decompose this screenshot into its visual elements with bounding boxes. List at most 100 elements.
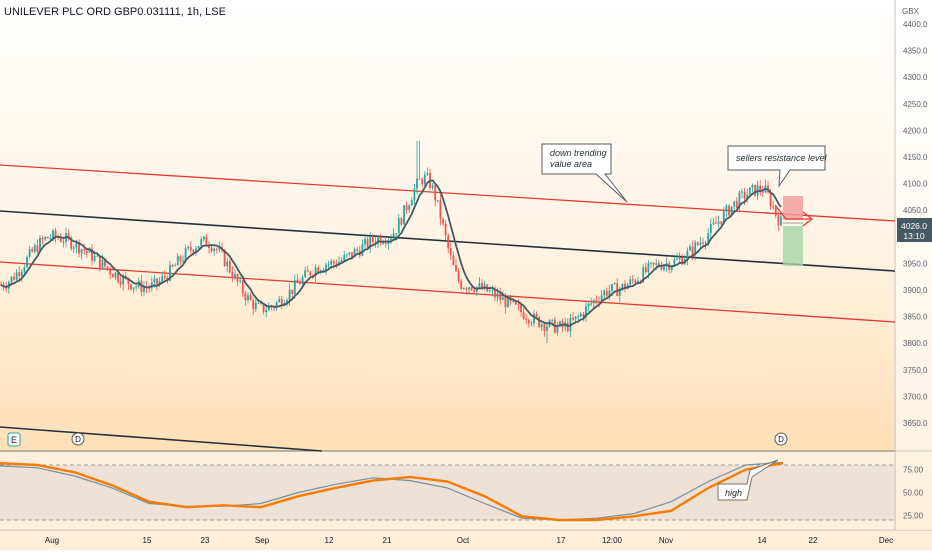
- osc-high-callout-text: high: [725, 488, 742, 498]
- candle-body: [397, 218, 400, 234]
- candle-body: [538, 316, 541, 328]
- down-trend-callout-line2: value area: [550, 159, 592, 169]
- candle-body: [304, 270, 307, 278]
- candle-body: [707, 233, 710, 243]
- projection-arrow-icon[interactable]: [774, 204, 814, 227]
- candle-body: [629, 279, 632, 285]
- candle-body: [184, 248, 187, 261]
- candle-body: [590, 303, 593, 305]
- candle-body: [122, 276, 125, 285]
- candle-body: [345, 254, 348, 256]
- candle-body: [400, 218, 403, 225]
- candle-body: [403, 205, 405, 225]
- candle-body: [496, 293, 499, 298]
- candle-body: [226, 261, 229, 267]
- time-axis-panel[interactable]: [0, 531, 932, 550]
- candle-body: [49, 238, 52, 240]
- candle-body: [447, 235, 450, 248]
- oscillator-tick-label: 25.00: [903, 511, 924, 520]
- symbol-title[interactable]: UNILEVER PLC ORD GBP0.031111, 1h, LSE: [4, 6, 226, 18]
- candle-body: [244, 293, 247, 301]
- candle-body: [715, 222, 717, 224]
- candle-body: [54, 230, 57, 238]
- candle-body: [582, 313, 585, 317]
- candle-body: [197, 245, 200, 249]
- earnings-marker[interactable]: E: [7, 432, 21, 447]
- down-trend-callout-line1: down trending: [550, 148, 607, 158]
- candle-body: [751, 184, 754, 188]
- time-tick-label: Sep: [255, 536, 270, 545]
- candle-body: [119, 281, 122, 285]
- position-target-zone[interactable]: [783, 226, 803, 266]
- candle-body: [218, 247, 221, 250]
- candle-body: [491, 289, 494, 291]
- candle-body: [41, 237, 44, 240]
- candle-body: [522, 312, 525, 319]
- candle-body: [143, 287, 145, 293]
- price-axis-panel[interactable]: [896, 0, 932, 530]
- earnings-marker-label: E: [11, 435, 17, 445]
- candle-body: [603, 290, 606, 296]
- candle-body: [735, 201, 738, 208]
- time-tick-label: 23: [201, 536, 210, 545]
- candle-body: [605, 290, 608, 296]
- candle-body: [600, 295, 603, 302]
- candle-body: [720, 221, 723, 224]
- candle-body: [436, 200, 439, 202]
- price-tick-label: 3850.0: [903, 313, 928, 322]
- candle-body: [314, 267, 317, 277]
- candle-body: [278, 298, 281, 303]
- time-tick-label: 12: [325, 536, 334, 545]
- lower-trend-line[interactable]: [0, 426, 323, 452]
- candle-body: [192, 250, 195, 253]
- price-tick-label: 3950.0: [903, 259, 928, 268]
- candle-body: [153, 278, 156, 283]
- candle-body: [5, 287, 8, 289]
- down-trend-callout-box[interactable]: [541, 143, 628, 203]
- candle-body: [247, 295, 249, 301]
- candle-body: [442, 219, 444, 224]
- price-tick-label: 4300.0: [903, 73, 928, 82]
- candle-body: [20, 271, 23, 277]
- candle-body: [426, 173, 429, 175]
- dividend-marker[interactable]: D: [71, 432, 85, 446]
- candle-body: [288, 289, 291, 301]
- candle-body: [483, 284, 486, 289]
- candle-body: [241, 280, 244, 294]
- candle-body: [327, 263, 330, 265]
- candle-body: [663, 265, 665, 270]
- time-tick-label: 22: [809, 536, 818, 545]
- candle-body: [650, 262, 652, 264]
- candle-body: [613, 283, 616, 285]
- channel-upper-line[interactable]: [0, 164, 896, 222]
- candle-body: [585, 306, 587, 317]
- candle-body: [504, 297, 507, 308]
- candle-body: [46, 236, 49, 239]
- price-tick-label: 4050.0: [903, 206, 928, 215]
- candle-body: [182, 260, 184, 262]
- candle-body: [265, 310, 268, 313]
- price-tick-label: 4350.0: [903, 47, 928, 56]
- candle-body: [709, 223, 712, 234]
- candle-body: [306, 270, 309, 272]
- candle-body: [91, 248, 93, 261]
- sellers-callout-box[interactable]: [727, 145, 826, 188]
- price-tick-label: 3900.0: [903, 286, 928, 295]
- candle-body: [158, 281, 161, 285]
- position-stop-zone[interactable]: [783, 196, 803, 220]
- channel-lower-line[interactable]: [0, 261, 896, 323]
- dividend-marker[interactable]: D: [774, 432, 788, 446]
- osc-high-callout-box[interactable]: [717, 459, 779, 501]
- candle-body: [15, 272, 18, 280]
- candle-body: [488, 290, 491, 292]
- candle-body: [384, 242, 387, 244]
- candle-body: [624, 283, 626, 290]
- candle-body: [364, 238, 366, 245]
- candle-body: [572, 317, 574, 320]
- candle-body: [202, 236, 205, 240]
- last-price-label[interactable]: 4026.0 13:10: [897, 218, 932, 242]
- candle-body: [556, 325, 559, 333]
- candle-body: [215, 248, 218, 250]
